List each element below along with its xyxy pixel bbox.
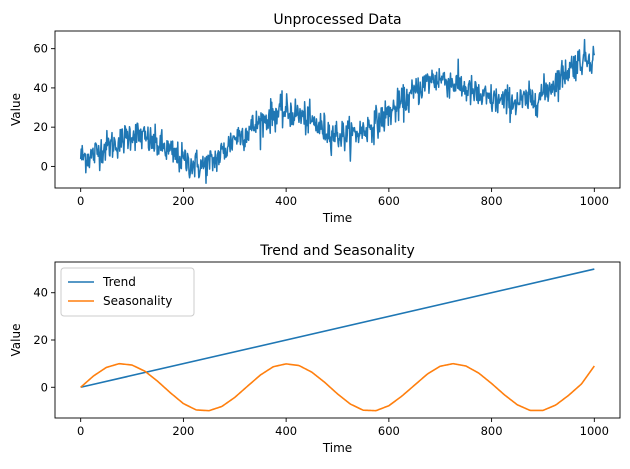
y-tick-label: 0 <box>41 159 48 173</box>
x-tick-label: 400 <box>275 194 297 208</box>
y-tick-label: 40 <box>33 286 48 300</box>
x-tick-label: 0 <box>77 194 84 208</box>
y-tick-label: 0 <box>41 380 48 394</box>
x-tick-label: 1000 <box>580 424 609 438</box>
legend: Trend Seasonality <box>60 267 195 317</box>
legend-entry-trend: Trend <box>102 275 136 289</box>
x-tick-label: 800 <box>481 194 503 208</box>
y-tick-label: 20 <box>33 120 48 134</box>
x-axis-label: Time <box>322 211 352 225</box>
y-tick-label: 60 <box>33 42 48 56</box>
axes-frame <box>54 30 621 189</box>
x-axis-label: Time <box>322 441 352 455</box>
y-axis-label: Value <box>9 324 23 357</box>
y-tick-label: 20 <box>33 333 48 347</box>
x-tick-label: 800 <box>481 424 503 438</box>
legend-entry-seasonality: Seasonality <box>103 294 172 308</box>
series-line-seasonality <box>80 362 595 412</box>
series-line-trend <box>80 268 595 389</box>
x-tick-label: 200 <box>172 194 194 208</box>
chart-title: Trend and Seasonality <box>259 243 415 259</box>
subplot-trend-and-seasonality: 0 200 400 600 800 1000 0 20 40 Trend and Seasonal… <box>9 243 621 455</box>
subplot-unprocessed-data: 0 200 400 600 800 1000 0 20 40 60 Unprocessed Data… <box>9 12 621 225</box>
x-tick-label: 400 <box>275 424 297 438</box>
x-tick-label: 200 <box>172 424 194 438</box>
chart-title: Unprocessed Data <box>273 12 401 28</box>
x-tick-label: 0 <box>77 424 84 438</box>
y-axis-label: Value <box>9 93 23 126</box>
x-tick-label: 600 <box>378 194 400 208</box>
y-tick-label: 40 <box>33 81 48 95</box>
x-tick-label: 600 <box>378 424 400 438</box>
x-tick-label: 1000 <box>580 194 609 208</box>
series-line-data <box>79 38 596 184</box>
